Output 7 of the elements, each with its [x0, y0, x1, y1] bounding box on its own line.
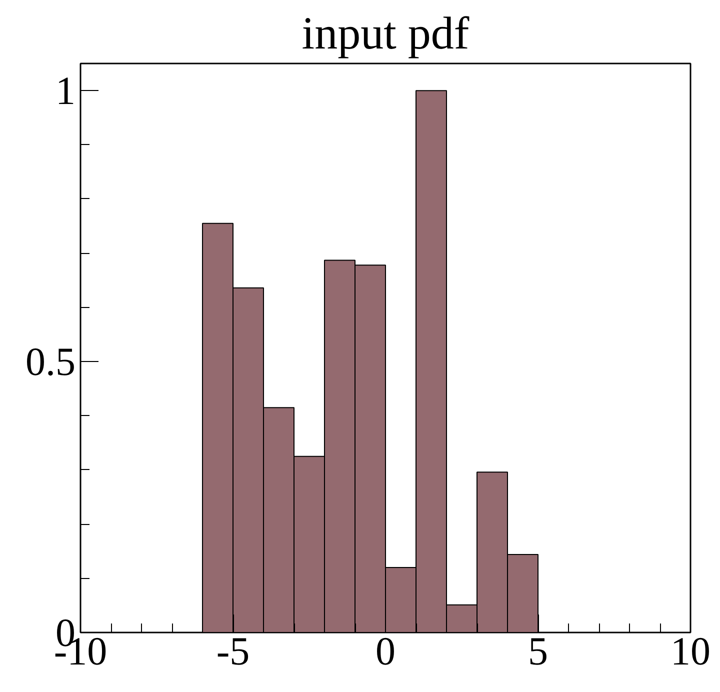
y-tick-label: 1 — [56, 68, 76, 114]
x-tick-label: 0 — [376, 628, 396, 674]
x-tick-label: 5 — [528, 628, 548, 674]
chart-title: input pdf — [302, 8, 470, 58]
x-tick-label: 10 — [670, 628, 710, 674]
x-tick-label: -5 — [216, 628, 250, 674]
y-tick-label: 0.5 — [26, 339, 76, 384]
